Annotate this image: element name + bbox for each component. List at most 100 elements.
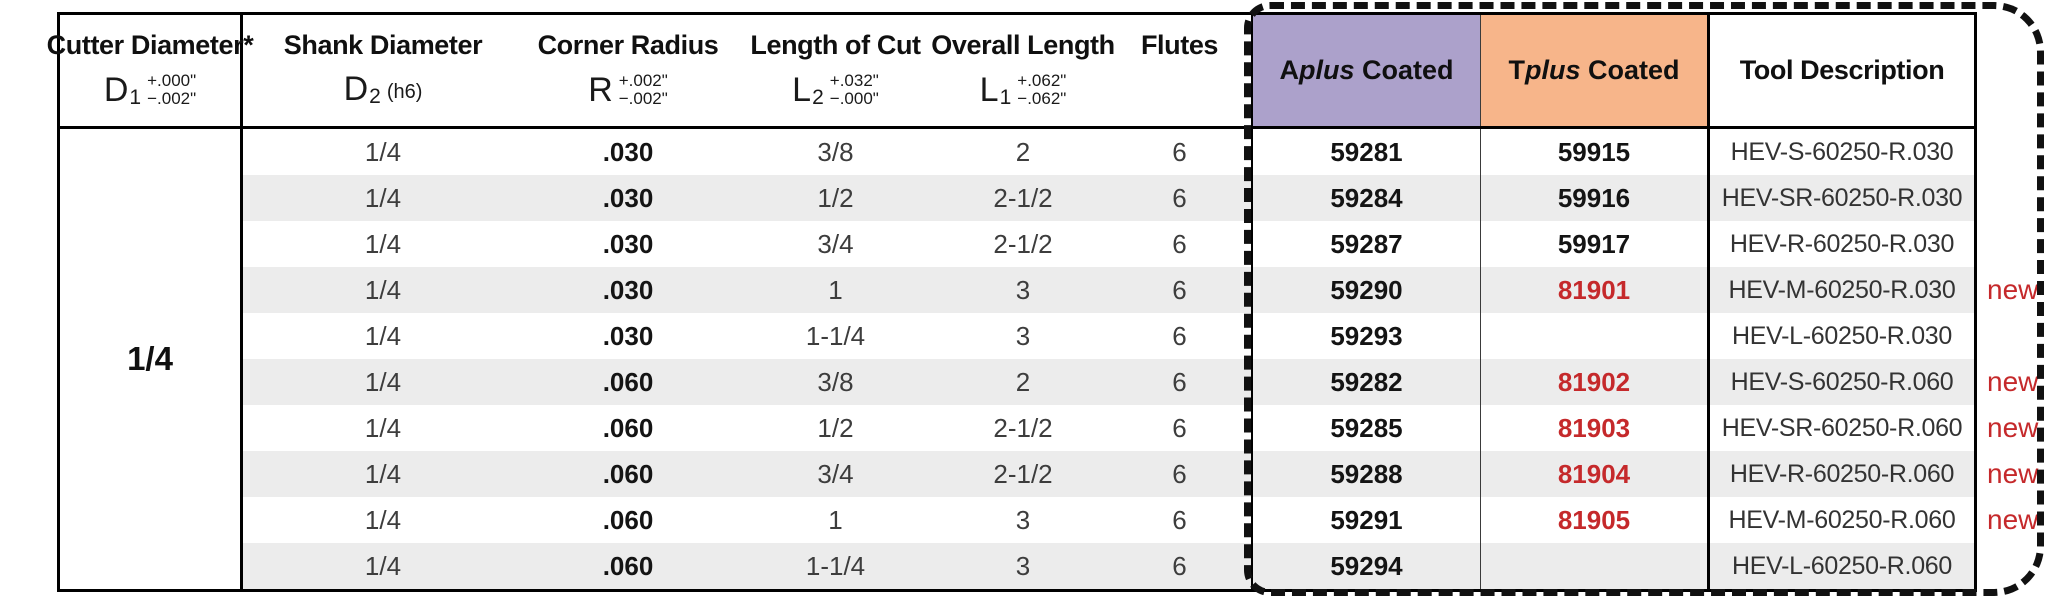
overall-length-cell: 3 bbox=[1015, 550, 1031, 581]
aplus-part-number: 59294 bbox=[1251, 543, 1480, 589]
tool-description-cell: HEV-L-60250-R.060 bbox=[1707, 543, 1974, 589]
tool-description-cell: HEV-SR-60250-R.060 bbox=[1707, 405, 1974, 451]
flutes-cell: 6 bbox=[1172, 550, 1187, 581]
column-header-flutes: Flutes bbox=[1108, 15, 1251, 126]
flutes-cell: 6 bbox=[1172, 320, 1187, 351]
flutes-cell: 6 bbox=[1172, 274, 1187, 305]
new-badge: new bbox=[1987, 504, 2039, 535]
overall-length-cell: 2-1/2 bbox=[993, 412, 1053, 443]
tplus-part-number: 81905 bbox=[1480, 497, 1707, 543]
overall-length-cell: 2-1/2 bbox=[993, 228, 1053, 259]
overall-length-cell: 2-1/2 bbox=[993, 182, 1053, 213]
aplus-part-number: 59290 bbox=[1251, 267, 1480, 313]
overall-length-cell: 2 bbox=[1015, 136, 1031, 167]
overall-length-cell: 2-1/2 bbox=[993, 458, 1053, 489]
tool-description-label: Tool Description bbox=[1739, 55, 1945, 85]
table-row: 1/4 .030 1-1/4 3 6 59293 HEV-L-60250-R.0… bbox=[243, 313, 1974, 359]
aplus-part-number: 59284 bbox=[1251, 175, 1480, 221]
corner-radius-cell: .060 bbox=[602, 504, 654, 535]
tool-description-cell: HEV-M-60250-R.060 bbox=[1707, 497, 1974, 543]
tool-description-cell: HEV-S-60250-R.030 bbox=[1707, 129, 1974, 175]
tplus-coated-label: Tplus Coated bbox=[1508, 55, 1680, 85]
table-row: 1/4 .030 1 3 6 59290 81901 HEV-M-60250-R… bbox=[243, 267, 2038, 313]
shank-diameter-cell: 1/4 bbox=[364, 504, 402, 535]
table-row: 1/4 .030 3/4 2-1/2 6 59287 59917 HEV-R-6… bbox=[243, 221, 1974, 267]
tplus-part-number bbox=[1480, 313, 1707, 359]
length-of-cut-cell: 3/8 bbox=[817, 136, 854, 167]
aplus-part-number: 59282 bbox=[1251, 359, 1480, 405]
corner-radius-cell: .030 bbox=[602, 136, 654, 167]
corner-radius-cell: .030 bbox=[602, 228, 654, 259]
aplus-coated-label: Aplus Coated bbox=[1279, 55, 1454, 85]
tplus-part-number: 81901 bbox=[1480, 267, 1707, 313]
new-badge: new bbox=[1987, 366, 2039, 397]
table-row: 1/4 .060 1 3 6 59291 81905 HEV-M-60250-R… bbox=[243, 497, 2038, 543]
length-of-cut-cell: 1 bbox=[828, 274, 843, 305]
shank-diameter-cell: 1/4 bbox=[364, 182, 402, 213]
length-of-cut-cell: 1/2 bbox=[817, 412, 854, 443]
tool-description-cell: HEV-L-60250-R.030 bbox=[1707, 313, 1974, 359]
aplus-part-number: 59288 bbox=[1251, 451, 1480, 497]
tool-description-cell: HEV-SR-60250-R.030 bbox=[1707, 175, 1974, 221]
aplus-part-number: 59281 bbox=[1251, 129, 1480, 175]
flutes-cell: 6 bbox=[1172, 228, 1187, 259]
overall-length-label: Overall Length bbox=[931, 30, 1115, 60]
tool-description-cell: HEV-R-60250-R.030 bbox=[1707, 221, 1974, 267]
tool-description-cell: HEV-M-60250-R.030 bbox=[1707, 267, 1974, 313]
flutes-cell: 6 bbox=[1172, 182, 1187, 213]
column-header-aplus-coated: Aplus Coated bbox=[1251, 15, 1480, 126]
length-of-cut-cell: 3/4 bbox=[817, 458, 854, 489]
flutes-label: Flutes bbox=[1140, 30, 1219, 60]
length-of-cut-cell: 1-1/4 bbox=[805, 550, 866, 581]
shank-diameter-cell: 1/4 bbox=[364, 366, 402, 397]
overall-length-cell: 3 bbox=[1015, 274, 1031, 305]
aplus-part-number: 59291 bbox=[1251, 497, 1480, 543]
table-row: 1/4 .060 1-1/4 3 6 59294 HEV-L-60250-R.0… bbox=[243, 543, 1974, 589]
tplus-part-number: 59917 bbox=[1480, 221, 1707, 267]
length-of-cut-cell: 1 bbox=[828, 504, 843, 535]
tplus-part-number: 59915 bbox=[1480, 129, 1707, 175]
column-header-corner-radius: Corner Radius R +.002" −.002" bbox=[523, 15, 733, 126]
corner-radius-cell: .030 bbox=[602, 274, 654, 305]
column-header-tplus-coated: Tplus Coated bbox=[1480, 15, 1707, 126]
length-of-cut-cell: 1/2 bbox=[817, 182, 854, 213]
overall-length-cell: 3 bbox=[1015, 320, 1031, 351]
shank-diameter-cell: 1/4 bbox=[364, 320, 402, 351]
tplus-part-number: 81903 bbox=[1480, 405, 1707, 451]
shank-diameter-cell: 1/4 bbox=[364, 458, 402, 489]
new-badge: new bbox=[1987, 458, 2039, 489]
tplus-part-number: 81902 bbox=[1480, 359, 1707, 405]
shank-diameter-cell: 1/4 bbox=[364, 550, 402, 581]
new-badge: new bbox=[1987, 412, 2039, 443]
shank-diameter-cell: 1/4 bbox=[364, 412, 402, 443]
tplus-part-number: 81904 bbox=[1480, 451, 1707, 497]
cutter-diameter-value: 1/4 bbox=[60, 129, 243, 589]
table-row: 1/4 .030 3/8 2 6 59281 59915 HEV-S-60250… bbox=[243, 129, 1974, 175]
table-row: 1/4 .030 1/2 2-1/2 6 59284 59916 HEV-SR-… bbox=[243, 175, 1974, 221]
cutter-diameter-label: Cutter Diameter* bbox=[46, 30, 254, 60]
new-badge: new bbox=[1987, 274, 2039, 305]
corner-radius-cell: .030 bbox=[602, 320, 654, 351]
tool-description-cell: HEV-S-60250-R.060 bbox=[1707, 359, 1974, 405]
corner-radius-cell: .060 bbox=[602, 366, 654, 397]
flutes-cell: 6 bbox=[1172, 366, 1187, 397]
corner-radius-cell: .030 bbox=[602, 182, 654, 213]
aplus-part-number: 59285 bbox=[1251, 405, 1480, 451]
corner-radius-cell: .060 bbox=[602, 458, 654, 489]
table-row: 1/4 .060 3/4 2-1/2 6 59288 81904 HEV-R-6… bbox=[243, 451, 2038, 497]
tool-description-cell: HEV-R-60250-R.060 bbox=[1707, 451, 1974, 497]
corner-radius-tolerance: R +.002" −.002" bbox=[588, 71, 668, 109]
column-header-tool-description: Tool Description bbox=[1707, 15, 1974, 126]
length-of-cut-label: Length of Cut bbox=[750, 30, 921, 60]
flutes-cell: 6 bbox=[1172, 504, 1187, 535]
table-body: 1/4 1/4 .030 3/8 2 6 59281 59915 HEV-S-6… bbox=[60, 129, 2038, 589]
table-rows: 1/4 .030 3/8 2 6 59281 59915 HEV-S-60250… bbox=[243, 129, 2038, 589]
